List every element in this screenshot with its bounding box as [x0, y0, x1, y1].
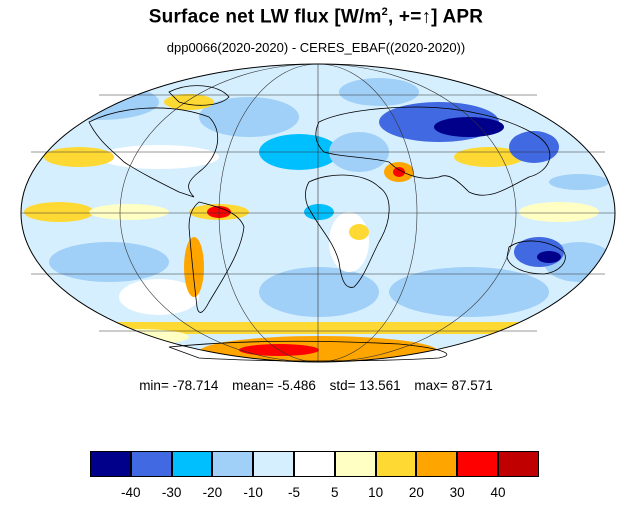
colorbar-cell — [212, 451, 254, 477]
colorbar-tick-label: 40 — [490, 485, 506, 500]
colorbar-cell — [294, 451, 335, 477]
max-value: 87.571 — [451, 378, 493, 393]
colorbar-cell — [457, 451, 498, 477]
colorbar-tick-label: -40 — [121, 485, 141, 500]
colorbar-cell — [375, 451, 417, 477]
colorbar-cell — [498, 451, 539, 477]
map-title: Surface net LW flux [W/m2, +=↑] APR — [148, 6, 484, 28]
mean-value: -5.486 — [277, 378, 316, 393]
colorbar-tick-label: 5 — [331, 485, 339, 500]
colorbar-cell — [90, 451, 131, 477]
colorbar-tick-label: 30 — [449, 485, 465, 500]
colorbar-tick-label: 10 — [368, 485, 384, 500]
stats-line: min= -78.714 mean= -5.486 std= 13.561 ma… — [139, 378, 493, 393]
colorbar-tick-label: 20 — [408, 485, 424, 500]
colorbar-tick-label: -10 — [243, 485, 263, 500]
min-value: -78.714 — [172, 378, 219, 393]
colorbar-cell — [334, 451, 376, 477]
world-map — [19, 62, 617, 364]
colorbar-cell — [416, 451, 458, 477]
colorbar-tick-label: -30 — [161, 485, 182, 500]
coastlines — [88, 85, 566, 362]
map-subtitle: dpp0066(2020-2020) - CERES_EBAF((2020-20… — [166, 40, 466, 55]
std-value: 13.561 — [359, 378, 401, 393]
colorbar-cell — [171, 451, 213, 477]
colorbar-cell — [130, 451, 172, 477]
colorbar-tick-label: -20 — [202, 485, 223, 500]
colorbar-tick-label: -5 — [287, 485, 300, 500]
colorbar-cell — [253, 451, 294, 477]
